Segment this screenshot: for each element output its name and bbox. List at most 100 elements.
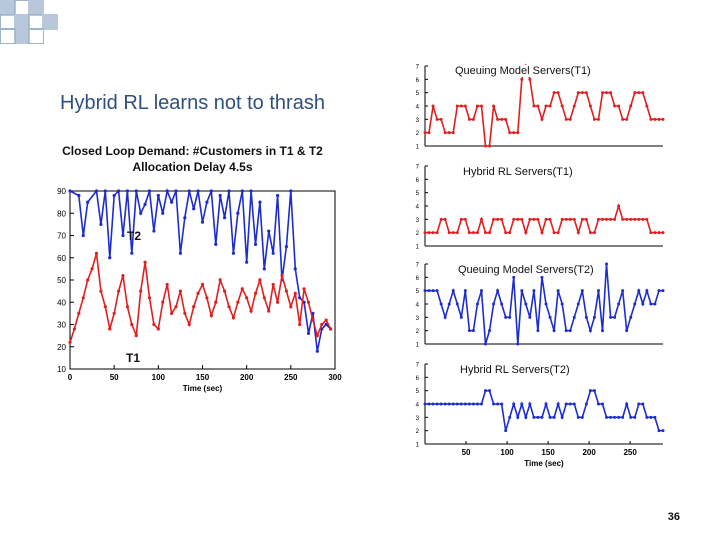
- y-tick-label: 30: [57, 321, 66, 330]
- series-t2-point: [231, 251, 236, 255]
- servers-point: [512, 131, 516, 135]
- servers-point: [471, 402, 475, 406]
- servers-point: [576, 302, 580, 306]
- servers-point: [625, 117, 629, 121]
- series-t1-point: [108, 327, 112, 331]
- servers-point: [455, 231, 459, 235]
- x-tick-label: 0: [68, 373, 73, 382]
- servers-point: [613, 104, 617, 108]
- servers-point: [661, 429, 665, 433]
- servers-point: [532, 415, 536, 419]
- series-t1-point: [187, 322, 191, 327]
- servers-point: [637, 289, 641, 293]
- servers-point: [508, 415, 512, 419]
- servers-point: [645, 104, 649, 108]
- servers-point: [431, 289, 435, 293]
- servers-point: [463, 289, 467, 293]
- servers-point: [657, 429, 661, 433]
- servers-point: [560, 415, 564, 419]
- y-tick-label: 60: [57, 254, 66, 263]
- series-t2-point: [68, 189, 72, 193]
- servers-point: [588, 389, 592, 393]
- x-tick-label: 100: [500, 448, 514, 457]
- series-t1-point: [306, 300, 311, 304]
- servers-point: [435, 289, 439, 293]
- series-t2-point: [222, 216, 227, 220]
- y-tick-label: 2: [416, 131, 420, 137]
- y-tick-label: 10: [57, 365, 66, 374]
- series-t2-point: [161, 211, 165, 215]
- y-tick-label: 90: [57, 187, 66, 196]
- servers-point: [613, 415, 617, 419]
- servers-point: [520, 77, 524, 81]
- servers-point: [568, 402, 572, 406]
- y-tick-label: 80: [57, 209, 66, 218]
- servers-point: [435, 402, 439, 406]
- servers-point: [479, 402, 483, 406]
- demand-chart: 10 20 30 40 50 60 70 80 90 0 50 100 150 200 250 300 Time…: [57, 187, 342, 393]
- servers-point: [451, 231, 455, 235]
- servers-point: [641, 91, 645, 95]
- servers-point: [556, 91, 560, 95]
- servers-point: [492, 302, 496, 306]
- series-t1-point: [275, 300, 280, 304]
- series-t2-point: [306, 331, 311, 335]
- servers-point: [475, 402, 479, 406]
- servers-point: [649, 231, 653, 235]
- servers-point: [439, 117, 443, 121]
- servers-point: [588, 104, 592, 108]
- series-t2-point: [174, 189, 178, 193]
- servers-point: [536, 415, 540, 419]
- servers-point: [572, 217, 576, 221]
- servers-point: [568, 117, 572, 121]
- corner-square: [0, 28, 16, 44]
- corner-square: [42, 14, 58, 30]
- servers-point: [576, 231, 580, 235]
- series-t1-point: [218, 278, 222, 282]
- servers-point: [431, 104, 435, 108]
- servers-point: [568, 329, 572, 333]
- servers-point: [600, 402, 604, 406]
- servers-point: [475, 104, 479, 108]
- servers-point: [592, 315, 596, 319]
- servers-point: [479, 217, 483, 221]
- servers-point: [548, 217, 552, 221]
- series-t1-point: [77, 311, 81, 315]
- series-t2-point: [275, 193, 280, 198]
- servers-point: [492, 402, 496, 406]
- servers-point: [427, 402, 431, 406]
- series-t1-point: [324, 318, 328, 322]
- y-tick-label: 4: [416, 403, 420, 409]
- servers-point: [431, 231, 435, 235]
- series-t2-point: [121, 233, 125, 238]
- servers-point: [613, 315, 617, 319]
- series-t1-point: [227, 305, 231, 309]
- servers-point: [443, 315, 447, 319]
- series-t1-point: [262, 296, 266, 300]
- servers-point: [455, 302, 459, 306]
- series-t1-point: [99, 289, 103, 293]
- servers-line: [425, 389, 663, 432]
- servers-point: [544, 104, 548, 108]
- servers-point: [488, 231, 492, 235]
- series-t1-point: [112, 311, 116, 315]
- servers-point: [560, 217, 564, 221]
- servers-point: [532, 289, 536, 293]
- series-t1-point: [130, 322, 134, 327]
- series-t2-point: [183, 216, 187, 220]
- corner-square: [28, 28, 44, 44]
- servers-point: [500, 217, 504, 221]
- y-tick-label: 7: [416, 165, 420, 171]
- series-t1-point: [192, 305, 196, 309]
- servers-point: [596, 289, 600, 293]
- servers-point: [560, 302, 564, 306]
- servers-point: [625, 217, 629, 221]
- servers-point: [512, 402, 516, 406]
- servers-point: [580, 217, 584, 221]
- series-t2-point: [152, 229, 156, 233]
- servers-point: [596, 402, 600, 406]
- servers-point: [596, 217, 600, 221]
- series-t1-point: [240, 287, 244, 291]
- servers-point: [516, 342, 520, 346]
- series-t1-point: [165, 282, 169, 287]
